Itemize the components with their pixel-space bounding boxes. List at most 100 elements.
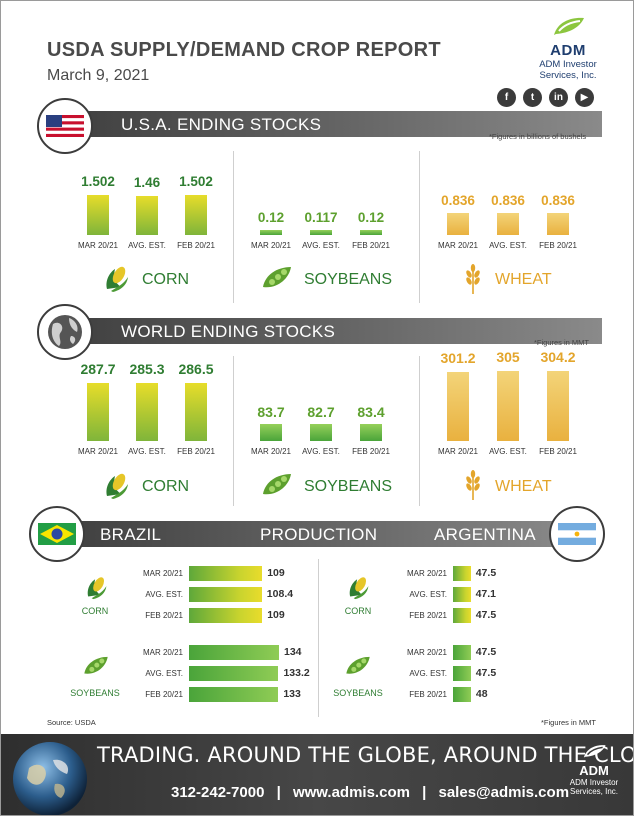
us-soy-bar-2 xyxy=(360,230,382,235)
production-divider xyxy=(318,559,319,717)
us-divider-1 xyxy=(233,151,234,303)
adm-logo[interactable]: ADM ADM Investor Services, Inc. xyxy=(523,15,613,85)
us-soybeans-label: SOYBEANS xyxy=(304,271,393,288)
world-section-title: WORLD ENDING STOCKS xyxy=(121,322,336,341)
soybeans-icon xyxy=(84,656,108,674)
br-corn-category-2: FEB 20/21 xyxy=(145,611,183,620)
production-label: PRODUCTION xyxy=(260,525,378,544)
footer-logo-sub-2: Services, Inc. xyxy=(569,787,618,796)
footer-email[interactable]: sales@admis.com xyxy=(438,784,570,801)
wheat-icon xyxy=(466,264,480,294)
ar-soy-value-2: 48 xyxy=(475,688,488,700)
world-wheat-value-2: 304.2 xyxy=(540,349,576,366)
corn-icon xyxy=(87,577,107,600)
us-wheat-bar-0 xyxy=(447,212,469,235)
wheat-icon xyxy=(466,470,480,500)
source-note: Source: USDA xyxy=(47,718,96,727)
brazil-soybeans-label: SOYBEANS xyxy=(70,688,120,698)
us-corn-label: CORN xyxy=(142,271,190,288)
us-soy-category-0: MAR 20/21 xyxy=(250,241,292,250)
us-wheat-value-2: 0.836 xyxy=(541,192,575,208)
world-wheat-value-0: 301.2 xyxy=(440,349,476,366)
br-corn-value-2: 109 xyxy=(267,609,285,621)
world-corn-bar-2 xyxy=(185,382,207,441)
us-wheat-category-2: FEB 20/21 xyxy=(539,241,577,250)
twitter-icon[interactable]: t xyxy=(523,88,542,107)
ar-corn-bar-1 xyxy=(453,587,471,602)
corn-icon xyxy=(349,577,369,600)
us-wheat-category-0: MAR 20/21 xyxy=(437,241,479,250)
us-banner xyxy=(57,111,602,137)
us-wheat-category-1: AVG. EST. xyxy=(489,241,527,250)
world-wheat-label: WHEAT xyxy=(495,478,552,495)
logo-sub-2: Services, Inc. xyxy=(539,70,597,81)
ar-soy-category-1: AVG. EST. xyxy=(409,669,447,678)
ar-soy-value-0: 47.5 xyxy=(475,646,497,658)
us-wheat-bar-1 xyxy=(497,212,519,235)
world-soy-category-1: AVG. EST. xyxy=(302,447,340,456)
br-corn-category-1: AVG. EST. xyxy=(145,590,183,599)
us-wheat-bar-2 xyxy=(547,212,569,235)
globe-badge xyxy=(37,304,93,360)
youtube-icon[interactable]: ▶ xyxy=(575,88,594,107)
footer-contact: 312-242-7000 | www.admis.com | sales@adm… xyxy=(171,784,569,801)
world-banner xyxy=(57,318,602,344)
us-corn-bar-1 xyxy=(136,196,158,235)
world-soy-bar-1 xyxy=(310,424,332,441)
world-soy-value-1: 82.7 xyxy=(307,404,335,421)
ar-soy-category-0: MAR 20/21 xyxy=(406,648,447,657)
us-soy-bar-1 xyxy=(310,230,332,235)
ar-corn-bar-0 xyxy=(453,566,471,581)
ar-corn-bar-2 xyxy=(453,608,471,623)
argentina-flag-badge xyxy=(549,506,605,562)
us-divider-2 xyxy=(419,151,420,303)
us-soy-value-0: 0.12 xyxy=(257,210,285,225)
facebook-icon[interactable]: f xyxy=(497,88,516,107)
brazil-flag-badge xyxy=(29,506,85,562)
br-corn-value-0: 109 xyxy=(267,567,285,579)
ar-soy-category-2: FEB 20/21 xyxy=(409,690,447,699)
us-corn-category-2: FEB 20/21 xyxy=(177,241,215,250)
br-corn-value-1: 108.4 xyxy=(266,588,294,600)
world-soy-bar-0 xyxy=(260,423,282,441)
ar-soy-bar-0 xyxy=(453,645,471,660)
world-corn-bar-1 xyxy=(136,383,158,441)
soybeans-icon xyxy=(346,656,370,674)
world-wheat-bar-1 xyxy=(497,371,519,441)
adm-leaf-icon xyxy=(583,745,606,758)
footer-website[interactable]: www.admis.com xyxy=(292,784,410,801)
footer-adm-logo[interactable]: ADM ADM Investor Services, Inc. xyxy=(561,743,627,796)
world-soy-bar-2 xyxy=(360,424,382,441)
argentina-label: ARGENTINA xyxy=(434,525,536,544)
argentina-flag-icon xyxy=(558,523,596,545)
linkedin-icon[interactable]: in xyxy=(549,88,568,107)
footer-phone[interactable]: 312-242-7000 xyxy=(171,784,265,801)
footer-slogan: TRADING. AROUND THE GLOBE, AROUND THE CL… xyxy=(97,743,634,767)
production-banner xyxy=(57,521,577,547)
ar-soy-bar-1 xyxy=(453,666,471,681)
argentina-soybeans-label: SOYBEANS xyxy=(333,688,383,698)
us-corn-bar-2 xyxy=(185,195,207,235)
br-soy-bar-0 xyxy=(189,645,279,660)
soybeans-icon xyxy=(263,267,291,288)
us-corn-value-1: 1.46 xyxy=(133,175,161,191)
br-soy-category-1: AVG. EST. xyxy=(145,669,183,678)
ar-soy-value-1: 47.5 xyxy=(475,667,497,679)
corn-icon xyxy=(106,266,128,292)
world-soy-category-2: FEB 20/21 xyxy=(352,447,390,456)
brazil-flag-icon xyxy=(38,523,76,545)
ar-corn-category-2: FEB 20/21 xyxy=(409,611,447,620)
us-corn-category-1: AVG. EST. xyxy=(128,241,166,250)
footer-logo-name: ADM xyxy=(579,763,609,778)
br-soy-value-2: 133 xyxy=(283,688,301,700)
ar-corn-category-0: MAR 20/21 xyxy=(406,569,447,578)
world-divider-1 xyxy=(233,356,234,506)
br-corn-category-0: MAR 20/21 xyxy=(142,569,183,578)
world-soybeans-label: SOYBEANS xyxy=(304,478,393,495)
us-soy-bar-0 xyxy=(260,230,282,235)
us-wheat-value-1: 0.836 xyxy=(491,192,525,208)
us-corn-value-2: 1.502 xyxy=(179,174,213,189)
world-corn-category-1: AVG. EST. xyxy=(128,447,166,456)
footer-separator-2: | xyxy=(422,784,427,801)
